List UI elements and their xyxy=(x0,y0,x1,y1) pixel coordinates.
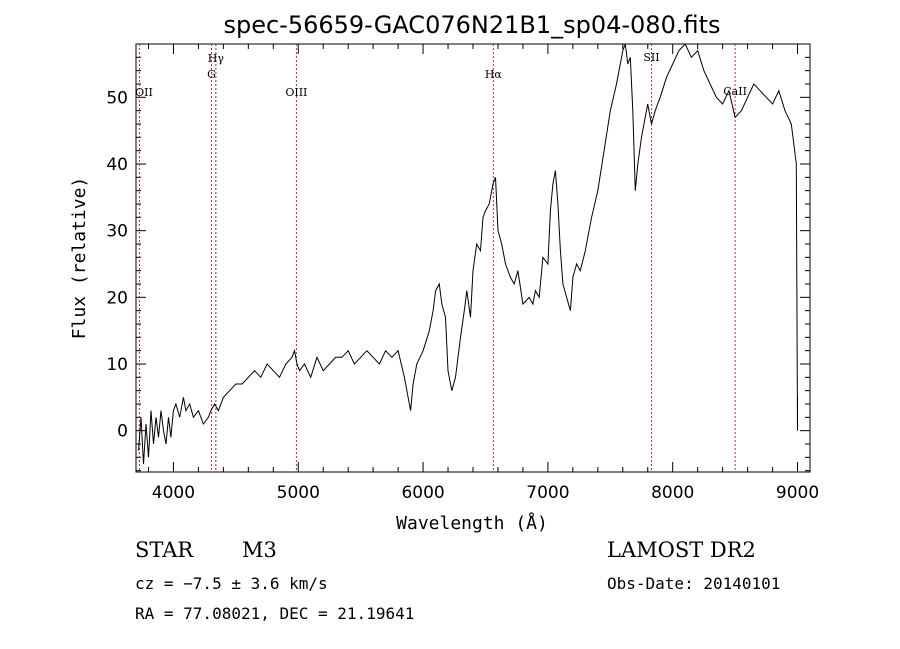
x-axis-label: Wavelength (Å) xyxy=(396,512,548,534)
y-tick-label: 40 xyxy=(106,155,128,175)
survey-name: LAMOST DR2 xyxy=(607,538,756,562)
x-tick-label: 4000 xyxy=(152,483,195,503)
spectral-line-label: SII xyxy=(643,51,659,64)
spectrum-line xyxy=(138,43,798,465)
y-tick-label: 50 xyxy=(106,88,128,108)
x-axis-ticks: 4000 5000 6000 7000 8000 9000 xyxy=(147,44,819,503)
x-tick-label: 7000 xyxy=(526,483,569,503)
y-tick-label: 0 xyxy=(117,422,128,442)
redshift-velocity: cz = −7.5 ± 3.6 km/s xyxy=(135,574,328,593)
x-tick-label: 9000 xyxy=(776,483,819,503)
object-class: STAR xyxy=(135,538,194,562)
object-subclass: M3 xyxy=(242,538,277,562)
y-tick-label: 10 xyxy=(106,355,128,375)
spectral-line-label: Hγ xyxy=(208,52,225,65)
chart-title: spec-56659-GAC076N21B1_sp04-080.fits xyxy=(223,11,720,39)
x-tick-label: 6000 xyxy=(401,483,444,503)
plot-frame xyxy=(135,43,811,473)
spectral-line-label: G xyxy=(207,68,216,81)
spectral-line-label: OII xyxy=(135,86,153,99)
spectral-line-label: OIII xyxy=(285,86,307,99)
spectral-line-markers: OII Hγ G OIII Hα SII CaII xyxy=(135,44,747,472)
spectral-line-label: Hα xyxy=(485,68,503,81)
y-tick-label: 30 xyxy=(106,222,128,242)
y-axis-label: Flux (relative) xyxy=(69,177,90,340)
x-tick-label: 5000 xyxy=(277,483,320,503)
spectrum-chart: spec-56659-GAC076N21B1_sp04-080.fits 400… xyxy=(69,11,819,534)
y-axis-ticks: 0 10 20 30 40 50 xyxy=(106,43,810,472)
coordinates: RA = 77.08021, DEC = 21.19641 xyxy=(135,604,415,623)
observation-date: Obs-Date: 20140101 xyxy=(607,574,781,593)
x-tick-label: 8000 xyxy=(651,483,694,503)
spectral-line-label: CaII xyxy=(723,85,747,98)
y-tick-label: 20 xyxy=(106,288,128,308)
